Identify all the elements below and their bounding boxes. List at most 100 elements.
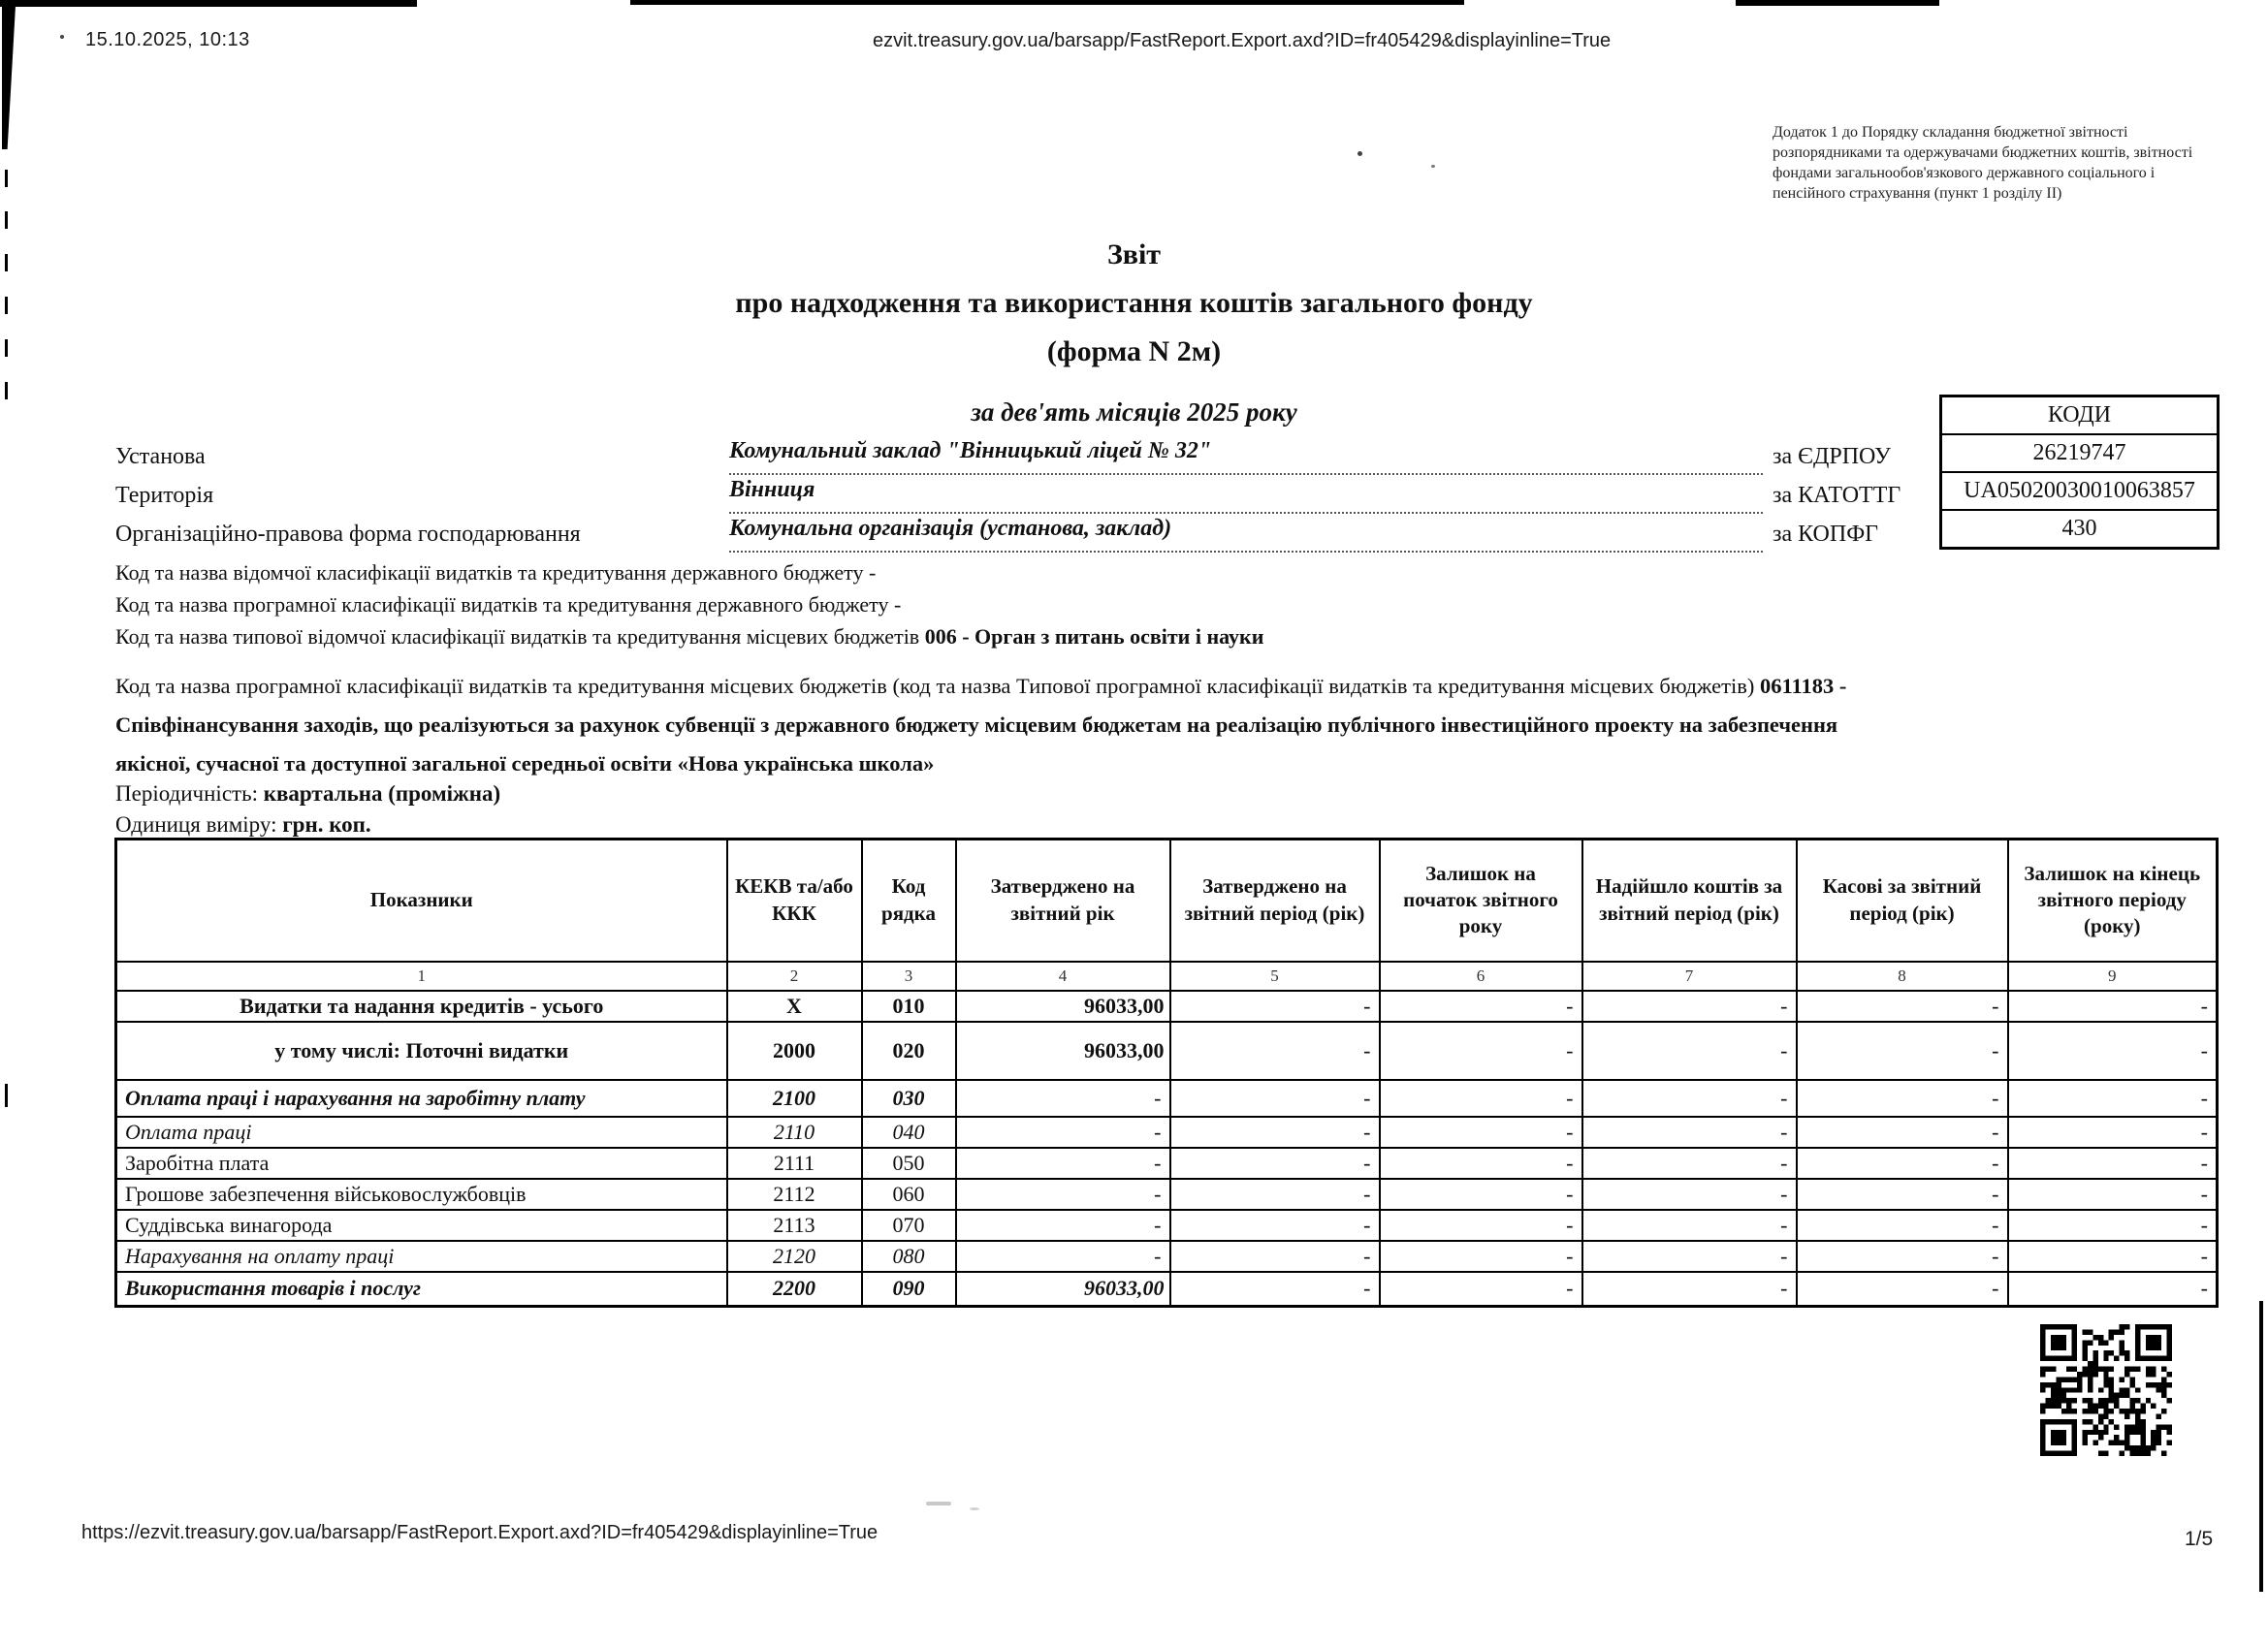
field-row-legal-form: Організаційно-правова форма господарюван… [115,516,2210,555]
amount-cell: - [1581,989,1798,1023]
kekv-cell: 2113 [725,1208,863,1242]
table-row: Оплата праці 2110 040- - - - - - [114,1115,2219,1149]
row-code-cell: 040 [860,1115,957,1149]
column-header: Показники [114,838,728,963]
classification-bold: 006 - Орган з питань освіти і науки [924,624,1264,649]
row-name-cell: Оплата праці і нарахування на заробітну … [114,1078,728,1118]
column-header: Залишок на початок звітного року [1378,838,1583,963]
amount-cell: - [2006,1239,2219,1273]
report-title: Звіт [1106,238,1162,270]
code-label: за ЄДРПОУ [1773,444,1892,469]
report-form-number: (форма N 2м) [1046,335,1222,367]
column-number: 9 [2006,960,2219,992]
code-value-kopfg: 430 [1942,509,2217,547]
amount-cell: - [1795,1020,2009,1081]
report-table: Показники КЕКВ та/або ККК Код рядка Затверд… [114,838,2219,1308]
column-number: 4 [954,960,1171,992]
scan-edge-left-wedge [2,6,16,149]
amount-cell: - [1378,1239,1583,1273]
amount-cell: - [954,1146,1171,1180]
amount-cell: - [2006,1078,2219,1118]
amount-cell: - [1168,1020,1381,1081]
amount-cell: - [1581,1115,1798,1149]
report-period: за дев'ять місяців 2025 року [971,397,1297,427]
amount-cell: - [1378,1115,1583,1149]
row-code-cell: 080 [860,1239,957,1273]
row-name-cell: Суддівська винагорода [114,1208,728,1242]
column-header: Затверджено на звітний рік [954,838,1171,963]
amount-cell: - [1378,1177,1583,1211]
amount-cell: - [1378,1146,1583,1180]
amount-cell: - [1795,1146,2009,1180]
kekv-cell: X [725,989,863,1023]
scan-dash [5,339,8,357]
column-number: 8 [1795,960,2009,992]
scan-speck [970,1507,979,1510]
table-row: Суддівська винагорода 2113 070- - - - - - [114,1208,2219,1242]
amount-cell: - [1581,1270,1798,1308]
amount-cell: - [2006,989,2219,1023]
unit-label: Одиниця виміру: [115,812,283,837]
periodicity-label: Періодичність: [115,781,264,806]
kekv-cell: 2111 [725,1146,863,1180]
row-name-cell: Оплата праці [114,1115,728,1149]
field-value: Комунальний заклад "Вінницький ліцей № 3… [729,438,1763,475]
page-number: 1/5 [2185,1528,2214,1550]
field-value: Вінниця [729,477,1763,514]
code-value-katottg: UA05020030010063857 [1942,471,2217,509]
amount-cell: - [1795,1177,2009,1211]
table-row: Видатки та надання кредитів - усього X 010… [114,989,2219,1023]
row-name-cell: Нарахування на оплату праці [114,1239,728,1273]
field-row-institution: Установа Комунальний заклад "Вінницький … [115,438,2210,477]
amount-cell: - [1168,1146,1381,1180]
scan-dash [5,254,8,271]
scan-edge-top-mid [630,0,1464,5]
column-number: 2 [725,960,863,992]
qr-code [2040,1324,2172,1456]
amount-cell: - [1795,1078,2009,1118]
row-code-cell: 020 [860,1020,957,1081]
row-name-cell: Грошове забезпечення військовослужбовців [114,1177,728,1211]
row-code-cell: 090 [860,1270,957,1308]
table-header-row: Показники КЕКВ та/або ККК Код рядка Затверд… [114,838,2219,963]
row-code-cell: 070 [860,1208,957,1242]
amount-cell: - [1378,989,1583,1023]
row-code-cell: 010 [860,989,957,1023]
field-label: Організаційно-правова форма господарюван… [115,522,581,547]
classification-line: Код та назва типової відомчої класифікац… [115,624,1263,650]
amount-cell: 96033,00 [954,989,1171,1023]
amount-cell: - [1168,1115,1381,1149]
table-row: Заробітна плата 2111 050- - - - - - [114,1146,2219,1180]
codes-box: КОДИ 26219747 UA05020030010063857 430 [1939,395,2220,550]
row-name-cell: Заробітна плата [114,1146,728,1180]
kekv-cell: 2000 [725,1020,863,1081]
print-footer-url: https://ezvit.treasury.gov.ua/barsapp/Fa… [81,1522,878,1543]
amount-cell: - [1168,1177,1381,1211]
column-number: 3 [860,960,957,992]
kekv-cell: 2100 [725,1078,863,1118]
amount-cell: - [1378,1208,1583,1242]
table-row: Оплата праці і нарахування на заробітну … [114,1078,2219,1118]
amount-cell: - [1581,1208,1798,1242]
amount-cell: - [2006,1020,2219,1081]
classification-text: Код та назва програмної класифікації вид… [115,592,902,617]
column-number: 5 [1168,960,1381,992]
scan-edge-top-right [1736,0,1939,6]
row-name-cell: Видатки та надання кредитів - усього [114,989,728,1023]
classification-text: Код та назва відомчої класифікації видат… [115,560,877,585]
field-row-territory: Територія Вінниця за КАТОТТГ [115,477,2210,516]
kekv-cell: 2200 [725,1270,863,1308]
amount-cell: - [1168,1078,1381,1118]
amount-cell: - [1581,1177,1798,1211]
amount-cell: - [1168,1270,1381,1308]
amount-cell: - [954,1078,1171,1118]
scan-speck [1431,165,1435,168]
unit-line: Одиниця виміру: грн. коп. [115,812,371,838]
scan-dash [5,1084,8,1107]
row-code-cell: 030 [860,1078,957,1118]
amount-cell: - [1581,1146,1798,1180]
column-number: 7 [1581,960,1798,992]
kekv-cell: 2112 [725,1177,863,1211]
unit-value: грн. коп. [282,812,371,837]
